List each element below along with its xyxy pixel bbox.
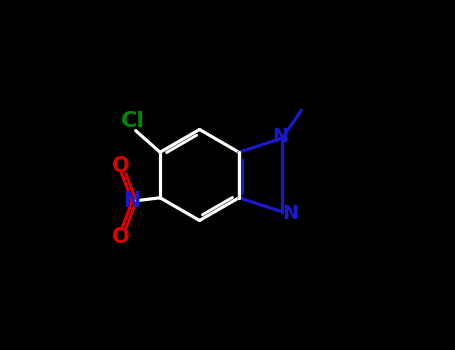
Text: Cl: Cl: [121, 111, 145, 131]
Text: O: O: [112, 155, 130, 176]
Text: N: N: [123, 191, 141, 211]
Text: N: N: [272, 127, 288, 146]
Text: N: N: [282, 204, 298, 223]
Text: O: O: [112, 227, 130, 247]
